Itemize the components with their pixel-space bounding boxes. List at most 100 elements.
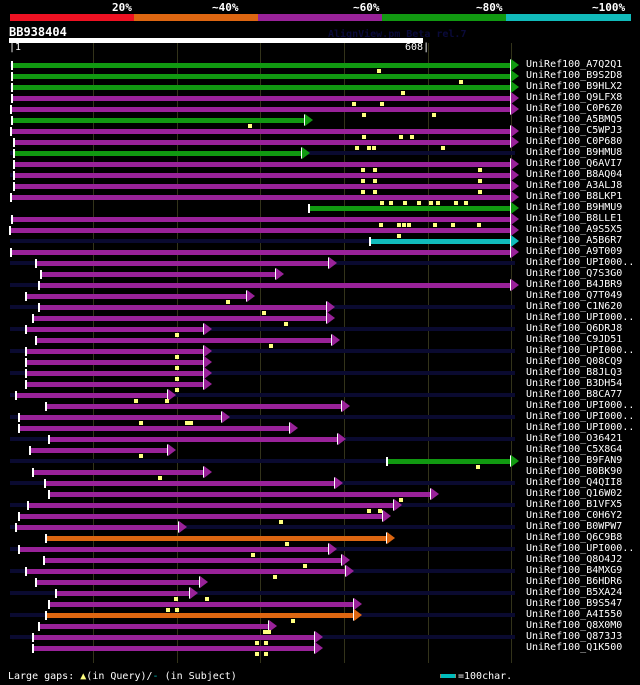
hit-label[interactable]: UniRef100_B9HMU9 xyxy=(526,202,623,213)
hit-label[interactable]: UniRef100_Q9LFX8 xyxy=(526,92,623,103)
hit-label[interactable]: UniRef100_B9S547 xyxy=(526,598,623,609)
hit-bar[interactable] xyxy=(10,250,512,255)
hit-label[interactable]: UniRef100_C0P680 xyxy=(526,136,623,147)
hit-bar[interactable] xyxy=(28,503,395,508)
hit-bar[interactable] xyxy=(25,327,205,332)
hit-label[interactable]: UniRef100_Q1K500 xyxy=(526,642,623,653)
hit-label[interactable]: UniRef100_Q8X0M0 xyxy=(526,620,623,631)
hit-label[interactable]: UniRef100_Q16W02 xyxy=(526,488,623,499)
hit-bar[interactable] xyxy=(19,514,384,519)
hit-label[interactable]: UniRef100_B8AQ04 xyxy=(526,169,623,180)
hit-label[interactable]: UniRef100_UPI000.. xyxy=(526,400,635,411)
hit-bar[interactable] xyxy=(14,184,512,189)
hit-label[interactable]: UniRef100_B8CA77 xyxy=(526,389,623,400)
hit-label[interactable]: UniRef100_B5XA24 xyxy=(526,587,623,598)
hit-label[interactable]: UniRef100_B4JBR9 xyxy=(526,279,623,290)
hit-label[interactable]: UniRef100_B8LKP1 xyxy=(526,191,623,202)
hit-label[interactable]: UniRef100_C5X8G4 xyxy=(526,444,623,455)
hit-bar[interactable] xyxy=(11,118,307,123)
hit-bar[interactable] xyxy=(25,349,205,354)
hit-label[interactable]: UniRef100_UPI000.. xyxy=(526,411,635,422)
hit-bar[interactable] xyxy=(11,74,512,79)
hit-bar[interactable] xyxy=(14,140,512,145)
hit-label[interactable]: UniRef100_B3DH54 xyxy=(526,378,623,389)
hit-bar[interactable] xyxy=(25,569,348,574)
hit-bar[interactable] xyxy=(49,602,355,607)
hit-label[interactable]: UniRef100_UPI000.. xyxy=(526,543,635,554)
hit-label[interactable]: UniRef100_B0WPW7 xyxy=(526,521,623,532)
hit-label[interactable]: UniRef100_B9HMU8 xyxy=(526,147,623,158)
hit-bar[interactable] xyxy=(14,173,512,178)
hit-bar[interactable] xyxy=(10,195,512,200)
hit-bar[interactable] xyxy=(10,107,512,112)
hit-label[interactable]: UniRef100_C9JD51 xyxy=(526,334,623,345)
hit-bar[interactable] xyxy=(11,217,512,222)
hit-bar[interactable] xyxy=(10,129,512,134)
hit-label[interactable]: UniRef100_UPI000.. xyxy=(526,422,635,433)
hit-label[interactable]: UniRef100_B6HDR6 xyxy=(526,576,623,587)
hit-bar[interactable] xyxy=(45,481,337,486)
hit-bar[interactable] xyxy=(40,272,277,277)
hit-bar[interactable] xyxy=(45,536,389,541)
hit-label[interactable]: UniRef100_B9FAN9 xyxy=(526,455,623,466)
hit-bar[interactable] xyxy=(35,261,330,266)
hit-label[interactable]: UniRef100_B8LLE1 xyxy=(526,213,623,224)
hit-label[interactable]: UniRef100_Q6DRJ8 xyxy=(526,323,623,334)
hit-bar[interactable] xyxy=(32,316,328,321)
hit-label[interactable]: UniRef100_Q7S3G0 xyxy=(526,268,623,279)
hit-label[interactable]: UniRef100_Q873J3 xyxy=(526,631,623,642)
hit-bar[interactable] xyxy=(11,85,512,90)
hit-bar[interactable] xyxy=(10,228,512,233)
hit-bar[interactable] xyxy=(56,591,192,596)
hit-bar[interactable] xyxy=(44,558,343,563)
hit-label[interactable]: UniRef100_C1N620 xyxy=(526,301,623,312)
hit-label[interactable]: UniRef100_B9HLX2 xyxy=(526,81,623,92)
hit-bar[interactable] xyxy=(30,448,169,453)
hit-bar[interactable] xyxy=(15,393,169,398)
hit-bar[interactable] xyxy=(32,470,205,475)
hit-label[interactable]: UniRef100_UPI000.. xyxy=(526,312,635,323)
hit-bar[interactable] xyxy=(49,437,339,442)
hit-label[interactable]: UniRef100_A5BMQ5 xyxy=(526,114,623,125)
hit-label[interactable]: UniRef100_B8JLQ3 xyxy=(526,367,623,378)
hit-bar[interactable] xyxy=(32,635,317,640)
hit-bar[interactable] xyxy=(25,371,205,376)
hit-bar[interactable] xyxy=(19,547,330,552)
hit-label[interactable]: UniRef100_UPI000.. xyxy=(526,257,635,268)
hit-label[interactable]: UniRef100_Q7T049 xyxy=(526,290,623,301)
hit-label[interactable]: UniRef100_A4I550 xyxy=(526,609,623,620)
hit-label[interactable]: UniRef100_B0BK90 xyxy=(526,466,623,477)
hit-bar[interactable] xyxy=(25,360,205,365)
hit-bar[interactable] xyxy=(39,305,328,310)
hit-bar[interactable] xyxy=(15,525,180,530)
hit-bar[interactable] xyxy=(369,239,512,244)
hit-bar[interactable] xyxy=(32,646,317,651)
hit-label[interactable]: UniRef100_B9S2D8 xyxy=(526,70,623,81)
hit-label[interactable]: UniRef100_A5B6R7 xyxy=(526,235,623,246)
hit-label[interactable]: UniRef100_Q08CQ9 xyxy=(526,356,623,367)
hit-bar[interactable] xyxy=(35,580,201,585)
hit-bar[interactable] xyxy=(14,162,512,167)
hit-bar[interactable] xyxy=(25,382,205,387)
hit-label[interactable]: UniRef100_A7Q2Q1 xyxy=(526,59,623,70)
hit-bar[interactable] xyxy=(386,459,512,464)
hit-label[interactable]: UniRef100_Q4QII8 xyxy=(526,477,623,488)
hit-label[interactable]: UniRef100_C0P6Z0 xyxy=(526,103,623,114)
hit-label[interactable]: UniRef100_C0H6Y2 xyxy=(526,510,623,521)
hit-label[interactable]: UniRef100_A9S5X5 xyxy=(526,224,623,235)
hit-bar[interactable] xyxy=(11,63,512,68)
hit-bar[interactable] xyxy=(25,294,248,299)
hit-label[interactable]: UniRef100_UPI000.. xyxy=(526,345,635,356)
hit-bar[interactable] xyxy=(35,338,333,343)
hit-bar[interactable] xyxy=(49,492,433,497)
hit-bar[interactable] xyxy=(45,613,355,618)
hit-bar[interactable] xyxy=(308,206,512,211)
hit-label[interactable]: UniRef100_O36421 xyxy=(526,433,623,444)
hit-bar[interactable] xyxy=(39,283,512,288)
hit-bar[interactable] xyxy=(19,415,224,420)
hit-bar[interactable] xyxy=(45,404,343,409)
hit-label[interactable]: UniRef100_Q6C9B8 xyxy=(526,532,623,543)
hit-label[interactable]: UniRef100_A3ALJ8 xyxy=(526,180,623,191)
hit-bar[interactable] xyxy=(14,151,303,156)
hit-label[interactable]: UniRef100_C5WPJ3 xyxy=(526,125,623,136)
